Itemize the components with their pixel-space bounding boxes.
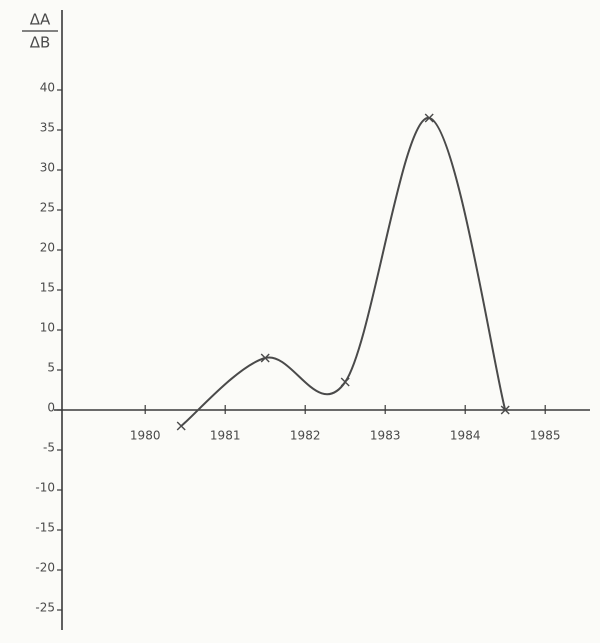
y-tick-label: 25 bbox=[40, 201, 55, 215]
line bbox=[180, 117, 507, 427]
y-tick-label: 15 bbox=[40, 281, 55, 295]
x-tick-label: 1980 bbox=[130, 429, 161, 443]
x-tick-label: 1982 bbox=[290, 429, 321, 443]
y-tick-label: 10 bbox=[40, 321, 55, 335]
point-marker bbox=[340, 377, 350, 387]
y-tick-label: -15 bbox=[35, 521, 55, 535]
y-tick-label: -20 bbox=[35, 561, 55, 575]
y-tick-label: 20 bbox=[40, 241, 55, 255]
y-tick-label: 30 bbox=[40, 161, 55, 175]
y-label-top: ΔA bbox=[30, 11, 51, 29]
x-tick-label: 1984 bbox=[450, 429, 481, 443]
point-marker bbox=[176, 421, 186, 431]
point-marker bbox=[260, 353, 270, 363]
y-tick-label: 0 bbox=[47, 401, 55, 415]
x-tick-label: 1983 bbox=[370, 429, 401, 443]
x-tick-label: 1985 bbox=[530, 429, 561, 443]
y-tick-label: -25 bbox=[35, 601, 55, 615]
y-tick-label: -5 bbox=[43, 441, 55, 455]
point-marker bbox=[424, 113, 434, 123]
y-tick-label: -10 bbox=[35, 481, 55, 495]
point-marker bbox=[500, 405, 510, 415]
y-tick-label: 40 bbox=[40, 81, 55, 95]
y-tick-label: 5 bbox=[47, 361, 55, 375]
x-tick-label: 1981 bbox=[210, 429, 241, 443]
y-tick-label: 35 bbox=[40, 121, 55, 135]
y-label-bottom: ΔB bbox=[30, 34, 51, 52]
